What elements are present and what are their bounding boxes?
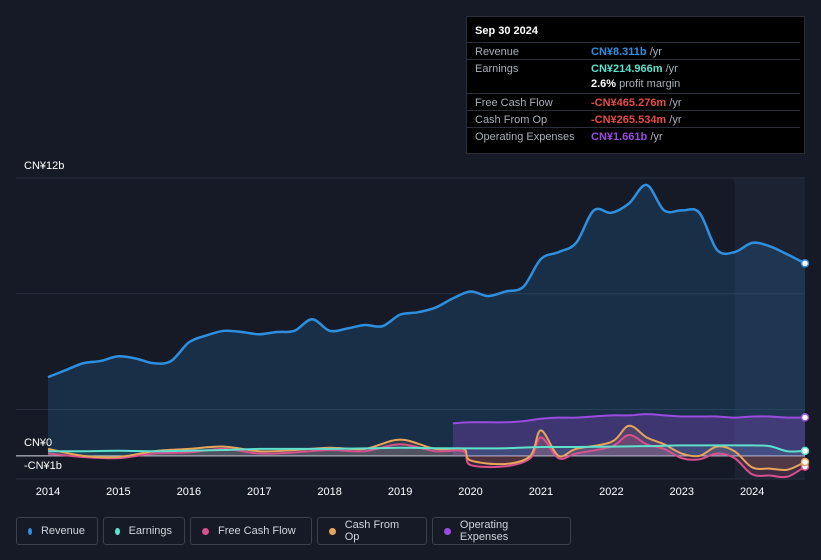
y-axis-bottom-label: -CN¥1b	[24, 460, 62, 472]
tooltip-value-text: CN¥214.966m	[591, 63, 663, 75]
tooltip-row-cash-from-op: Cash From Op -CN¥265.534m /yr	[467, 110, 800, 128]
grid-layer	[16, 177, 805, 480]
tooltip-label: Cash From Op	[475, 114, 548, 126]
tooltip-value: -CN¥465.276m /yr	[591, 97, 682, 109]
tooltip-date: Sep 30 2024	[475, 25, 538, 37]
x-tick-label: 2021	[529, 486, 553, 498]
tooltip-label: Free Cash Flow	[475, 97, 553, 109]
earnings-line	[47, 444, 806, 453]
revenue-end-marker	[800, 259, 810, 268]
line-layer	[47, 183, 806, 479]
legend-item-earnings[interactable]: Earnings	[103, 517, 185, 545]
end-marker-layer	[800, 259, 810, 471]
tooltip-value: CN¥214.966m /yr	[591, 63, 678, 75]
legend-dot-icon	[202, 527, 209, 535]
x-tick-label: 2017	[247, 486, 271, 498]
legend-dot-icon	[115, 527, 120, 535]
x-tick-label: 2019	[388, 486, 412, 498]
tooltip-value: CN¥8.311b /yr	[591, 46, 662, 58]
free-cash-flow-line	[47, 434, 806, 479]
tooltip-value-text: CN¥8.311b	[591, 46, 647, 58]
cash-from-op-line	[47, 424, 806, 472]
x-tick-label: 2023	[670, 486, 694, 498]
area-layer	[48, 184, 805, 478]
recent-period-band	[734, 178, 805, 479]
tooltip-label: Earnings	[475, 63, 519, 75]
operating-expenses-end-marker	[800, 413, 810, 422]
profit-margin-value: 2.6%	[591, 78, 617, 90]
legend-item-free-cash-flow[interactable]: Free Cash Flow	[190, 517, 312, 545]
tooltip-value: CN¥1.661b /yr	[591, 131, 663, 143]
tooltip-row-earnings: Earnings CN¥214.966m /yr	[467, 59, 800, 77]
tooltip-value-text: -CN¥465.276m	[591, 97, 667, 109]
x-tick-label: 2016	[177, 486, 201, 498]
tooltip-unit: /yr	[665, 63, 678, 75]
tooltip-unit: /yr	[669, 97, 682, 109]
legend-label: Revenue	[40, 525, 85, 537]
y-axis-top-label: CN¥12b	[24, 160, 65, 172]
operating-expenses-line	[452, 413, 806, 425]
tooltip-label: Revenue	[475, 46, 520, 58]
legend-label: Earnings	[128, 525, 172, 537]
x-tick-label: 2020	[458, 486, 482, 498]
y-axis-zero-label: CN¥0	[24, 437, 53, 449]
tooltip-unit: /yr	[650, 131, 663, 143]
legend-label: Operating Expenses	[459, 519, 509, 543]
x-tick-layer: 2014 2015 2016 2017 2018 2019 2020 2021 2022 2023…	[36, 486, 765, 498]
earnings-area	[48, 445, 805, 456]
tooltip-unit: /yr	[649, 46, 662, 58]
tooltip-value-text: -CN¥265.534m	[591, 114, 667, 126]
legend-label: Cash From Op	[344, 519, 400, 543]
tooltip-value: -CN¥265.534m /yr	[591, 114, 682, 126]
legend-dot-icon	[329, 527, 336, 535]
tooltip-label: Operating Expenses	[475, 131, 575, 143]
x-tick-label: 2024	[740, 486, 764, 498]
earnings-end-marker	[800, 446, 810, 456]
tooltip-value-text: CN¥1.661b	[591, 131, 648, 143]
profit-margin-text: profit margin	[619, 78, 681, 90]
x-tick-label: 2014	[36, 486, 60, 498]
legend-dot-icon	[28, 527, 32, 535]
revenue-area	[48, 184, 805, 456]
legend-item-cash-from-op[interactable]: Cash From Op	[317, 517, 427, 545]
data-tooltip: Sep 30 2024 Revenue CN¥8.311b /yr Earnin…	[466, 16, 805, 154]
tooltip-profit-margin: 2.6% profit margin	[591, 78, 680, 90]
revenue-line	[47, 183, 806, 379]
tooltip-row-operating-expenses: Operating Expenses CN¥1.661b /yr	[467, 127, 800, 145]
tooltip-row-free-cash-flow: Free Cash Flow -CN¥465.276m /yr	[467, 93, 800, 111]
tooltip-row-revenue: Revenue CN¥8.311b /yr	[467, 42, 800, 60]
x-tick-label: 2022	[599, 486, 623, 498]
legend: Revenue Earnings Free Cash Flow Cash Fro…	[16, 517, 571, 547]
x-tick-label: 2018	[317, 486, 341, 498]
legend-dot-icon	[444, 527, 451, 535]
cash-from-op-end-marker	[800, 457, 810, 467]
legend-item-operating-expenses[interactable]: Operating Expenses	[432, 517, 571, 545]
tooltip-unit: /yr	[669, 114, 682, 126]
legend-item-revenue[interactable]: Revenue	[16, 517, 98, 545]
legend-label: Free Cash Flow	[218, 525, 296, 537]
x-tick-label: 2015	[106, 486, 130, 498]
